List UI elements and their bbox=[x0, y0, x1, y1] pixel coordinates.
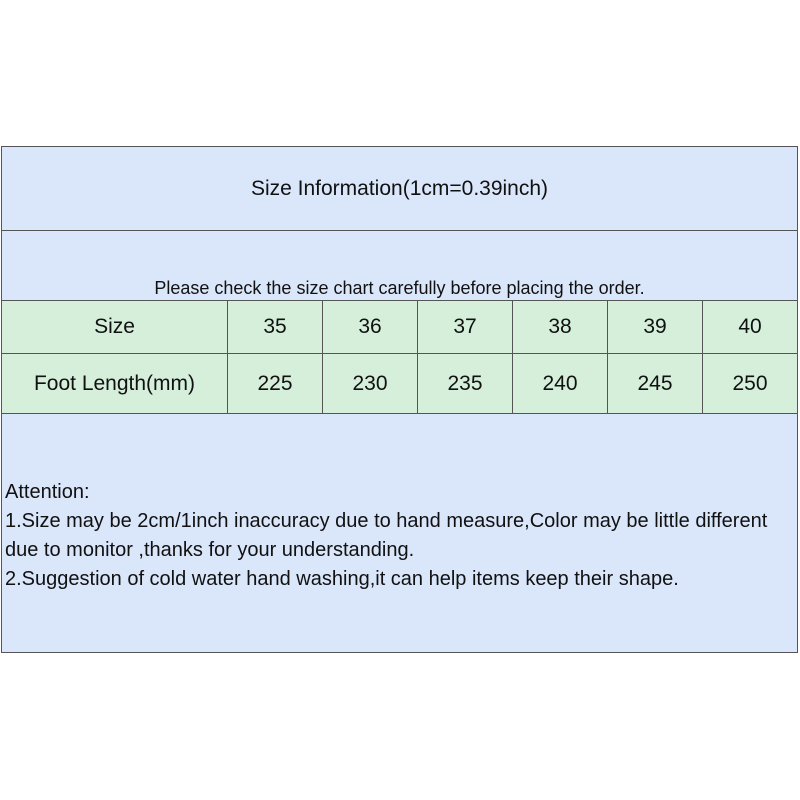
table-cell: 39 bbox=[608, 301, 703, 353]
table-cell: 250 bbox=[732, 371, 768, 395]
chart-note: Please check the size chart carefully be… bbox=[2, 231, 797, 301]
table-cell: 230 bbox=[323, 354, 418, 413]
table-cell: 36 bbox=[323, 301, 418, 353]
table-cell: 225 bbox=[228, 354, 323, 413]
attention-section: Attention: 1.Size may be 2cm/1inch inacc… bbox=[5, 478, 795, 594]
table-cell: 235 bbox=[418, 354, 513, 413]
table-cell: 245 bbox=[608, 354, 703, 413]
table-cell: 35 bbox=[228, 301, 323, 353]
chart-title: Size Information(1cm=0.39inch) bbox=[2, 147, 797, 231]
table-cell: 38 bbox=[513, 301, 608, 353]
table-cell: 40 bbox=[738, 315, 762, 338]
table-cell: 240 bbox=[513, 354, 608, 413]
table-row-foot-length: Foot Length(mm) 225 230 235 240 245 250 bbox=[2, 354, 797, 414]
attention-line: 2.Suggestion of cold water hand washing,… bbox=[5, 568, 679, 590]
attention-line: 1.Size may be 2cm/1inch inaccuracy due t… bbox=[5, 510, 768, 561]
size-chart: Size Information(1cm=0.39inch) Please ch… bbox=[1, 146, 798, 653]
table-row-size: Size 35 36 37 38 39 40 bbox=[2, 301, 797, 354]
row-label: Foot Length(mm) bbox=[2, 354, 228, 413]
attention-heading: Attention: bbox=[5, 481, 90, 503]
row-label: Size bbox=[2, 301, 228, 353]
table-cell: 37 bbox=[418, 301, 513, 353]
